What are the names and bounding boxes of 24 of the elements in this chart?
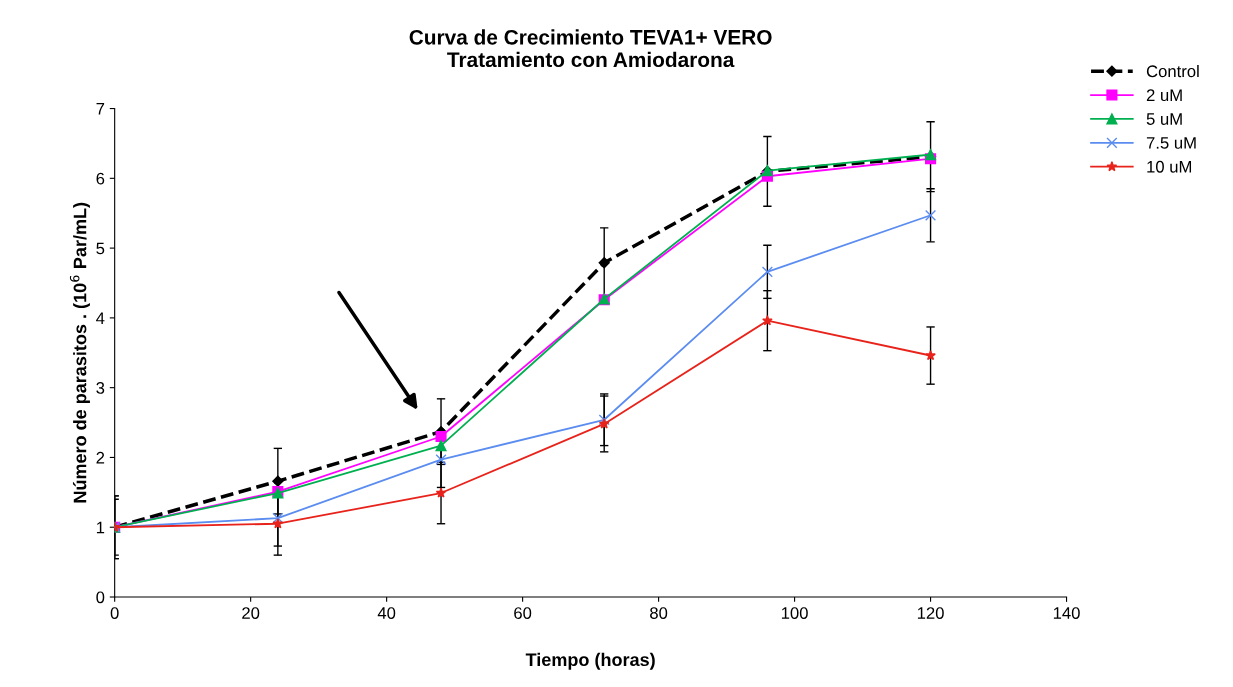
x-tick-label: 20: [242, 607, 260, 619]
y-tick-label: 6: [96, 172, 105, 185]
x-tick-label: 140: [1053, 607, 1080, 619]
y-tick-label: 3: [96, 382, 105, 394]
y-tick-label: 1: [96, 521, 105, 534]
legend-label: 2 uM: [1146, 89, 1182, 102]
legend-label: 10 uM: [1147, 160, 1192, 173]
x-axis-title: Tiempo (horas): [525, 652, 655, 670]
y-tick-label: 4: [96, 312, 105, 324]
chart-title: Curva de Crecimiento TEVA1+ VERO Tratamiento con Amiodarona: [409, 29, 772, 68]
legend-label: 7.5 uM: [1146, 137, 1196, 149]
x-tick-label: 40: [377, 607, 396, 619]
y-tick-label: 0: [96, 591, 105, 604]
legend-label: Control: [1146, 64, 1199, 78]
legend-label: 5 uM: [1146, 113, 1182, 125]
y-axis-title: Número de parasitos . (10$^{6}$ Par/mL): [69, 202, 90, 503]
x-tick-label: 120: [917, 607, 944, 619]
x-tick-label: 100: [781, 607, 808, 619]
y-tick-label: 2: [96, 451, 105, 464]
x-tick-label: 0: [110, 607, 119, 619]
y-tick-label: 7: [96, 103, 105, 115]
y-tick-label: 5: [96, 242, 105, 255]
x-tick-label: 60: [514, 607, 532, 619]
x-tick-label: 80: [650, 607, 668, 619]
